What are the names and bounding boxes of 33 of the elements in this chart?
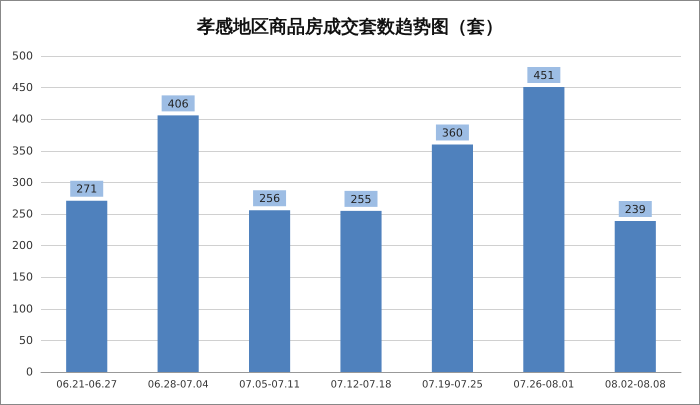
x-tick-label: 08.02-08.08 (604, 380, 666, 390)
y-tick-label: 400 (12, 112, 33, 126)
bar (158, 115, 199, 372)
y-tick-label: 500 (12, 50, 33, 62)
data-label: 360 (442, 126, 463, 140)
x-tick-label: 06.28-07.04 (148, 380, 209, 390)
y-tick-label: 350 (12, 144, 33, 158)
bar (340, 210, 382, 372)
y-tick-label: 250 (12, 208, 33, 220)
data-label: 239 (624, 202, 646, 216)
x-tick-label: 07.19-07.25 (422, 380, 483, 390)
bar (614, 220, 656, 372)
bar (523, 86, 564, 372)
y-tick-label: 50 (19, 334, 33, 347)
bar (249, 210, 290, 372)
data-label: 255 (350, 192, 372, 206)
y-tick-label: 100 (12, 302, 33, 316)
bar (66, 200, 108, 372)
x-tick-label: 07.26-08.01 (513, 380, 574, 390)
y-tick-label: 150 (12, 270, 33, 284)
y-tick-label: 300 (12, 176, 33, 189)
data-label: 451 (533, 68, 554, 82)
y-tick-label: 200 (12, 239, 33, 252)
chart-title: 孝感地区商品房成交套数趋势图（套） (196, 16, 503, 38)
data-label: 256 (259, 192, 280, 206)
data-label: 406 (168, 97, 189, 110)
y-tick-label: 450 (12, 81, 33, 94)
bar (432, 144, 473, 372)
x-tick-label: 07.05-07.11 (239, 380, 300, 390)
x-tick-label: 07.12-07.18 (330, 380, 392, 390)
data-label: 271 (76, 182, 98, 196)
y-tick-label: 0 (26, 366, 33, 378)
x-tick-label: 06.21-06.27 (56, 380, 118, 390)
